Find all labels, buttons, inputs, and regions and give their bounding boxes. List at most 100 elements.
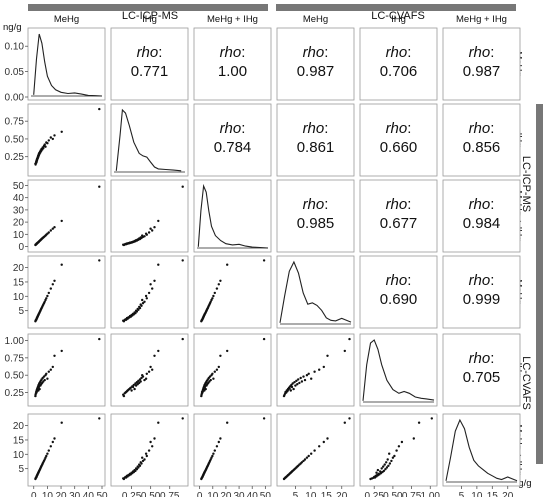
panel-frame <box>276 27 355 101</box>
rho-value-r0-c4: 0.706 <box>380 63 418 80</box>
scatter-point-34 <box>60 263 63 266</box>
scatter-point-23 <box>140 376 143 380</box>
panel-frame <box>110 103 189 177</box>
scatter-point-31 <box>151 287 154 290</box>
panel-r4-c4 <box>359 333 438 407</box>
scatter-point-33 <box>219 279 222 282</box>
x-tick-label-c3: 20 <box>336 491 348 497</box>
column-header-4: IHg <box>391 14 406 25</box>
scatter-point-25 <box>390 459 393 463</box>
scatter-point-12 <box>375 471 378 474</box>
panel-frame <box>110 179 189 253</box>
y-tick-label-r3: 10 <box>13 292 25 303</box>
scatter-point-13 <box>132 383 135 387</box>
rho-value-r2-c4: 0.677 <box>380 215 418 232</box>
scatter-point-29 <box>212 452 215 455</box>
density-curve-mehg-ihg <box>445 418 518 482</box>
x-tick-label-c2: 20 <box>220 491 232 497</box>
scatter-point-24 <box>300 380 304 383</box>
panel-frame <box>442 255 521 329</box>
scatter-point-32 <box>51 227 54 230</box>
scatter-point-35 <box>98 185 101 188</box>
scatter-point-34 <box>226 421 229 424</box>
scatter-point-34 <box>60 349 63 353</box>
scatter-point-24 <box>139 236 142 239</box>
column-header-0: MeHg <box>54 14 79 25</box>
scatter-point-31 <box>49 368 52 371</box>
rho-label: rho: <box>303 120 329 137</box>
rho-value-r2-c5: 0.984 <box>463 215 501 232</box>
x-tick-label-c0: 0 <box>31 491 37 497</box>
column-header-1: IHg <box>142 14 157 25</box>
x-tick-label-c2: 40 <box>247 491 259 497</box>
panel-frame <box>359 27 438 101</box>
panel-r1-c3: rho: 0.861 <box>276 103 355 177</box>
panel-frame <box>442 179 521 253</box>
group-strip-lc-icp-ms: LC-ICP-MS <box>28 4 268 22</box>
scatter-point-29 <box>46 142 49 145</box>
scatter-point-26 <box>209 300 212 303</box>
scatter-point-33 <box>153 354 156 357</box>
scatter-point-12 <box>130 389 133 392</box>
x-tick-label-c3: 15 <box>321 491 333 497</box>
scatter-point-29 <box>46 377 49 380</box>
x-tick-label-c5: 5 <box>459 491 465 497</box>
scatter-point-27 <box>141 456 144 459</box>
x-tick-label-c4: 0.75 <box>402 491 422 497</box>
scatter-point-33 <box>153 279 156 282</box>
scatter-point-10 <box>128 387 132 390</box>
y-tick-label-r2: 20 <box>13 218 25 229</box>
x-tick-label-c0: 40 <box>83 491 95 497</box>
scatter-point-33 <box>53 134 56 137</box>
scatter-point-18 <box>134 309 138 312</box>
scatter-point-24 <box>139 461 142 464</box>
panel-r5-c5 <box>442 413 521 487</box>
scatter-point-6 <box>125 390 129 393</box>
scatter-point-21 <box>387 464 390 467</box>
panel-r4-c2 <box>193 333 272 407</box>
x-tick-label-c0: 10 <box>42 491 54 497</box>
panel-r5-c0 <box>27 413 106 487</box>
rho-value-r3-c5: 0.999 <box>463 291 501 308</box>
scatter-point-32 <box>322 365 325 369</box>
x-tick-label-c2: 30 <box>234 491 246 497</box>
panel-r5-c4 <box>359 413 438 487</box>
scatter-point-34 <box>157 421 160 424</box>
scatter-point-27 <box>391 456 395 459</box>
scatter-point-29 <box>310 377 313 380</box>
scatter-point-34 <box>343 349 346 353</box>
scatter-point-24 <box>139 380 142 383</box>
unit-label-top: ng/g <box>3 22 22 33</box>
y-tick-label-r2: 50 <box>13 181 25 192</box>
scatter-point-22 <box>138 381 141 385</box>
scatter-point-26 <box>143 300 146 303</box>
y-tick-label-r5: 20 <box>13 421 25 432</box>
scatter-point-29 <box>212 377 215 380</box>
scatter-point-27 <box>141 374 144 377</box>
scatter-point-32 <box>149 283 152 286</box>
scatter-point-29 <box>46 452 49 455</box>
panel-frame <box>27 333 106 407</box>
scatter-point-35 <box>98 417 101 420</box>
scatter-point-14 <box>290 385 294 389</box>
group-label-lc-icp-ms-vertical: LC-ICP-MS <box>520 156 532 212</box>
scatter-point-14 <box>131 312 135 315</box>
y-tick-label-r3: 20 <box>13 263 25 274</box>
scatter-point-31 <box>151 445 154 448</box>
scatter-point-33 <box>219 354 222 357</box>
rho-label: rho: <box>469 350 495 367</box>
scatter-point-8 <box>127 388 130 391</box>
x-tick-label-c3: 5 <box>293 491 299 497</box>
scatter-point-16 <box>133 387 136 391</box>
unit-label-bottom: ng/g <box>513 478 532 489</box>
x-tick-label-c4: 0.50 <box>383 491 403 497</box>
scatter-point-32 <box>51 283 54 286</box>
panel-r3-c1 <box>110 255 189 329</box>
scatter-point-31 <box>318 368 321 371</box>
scatter-point-35 <box>181 417 184 420</box>
scatter-point-33 <box>412 437 415 440</box>
scatter-point-14 <box>131 470 135 473</box>
scatter-point-24 <box>42 147 45 150</box>
scatter-point-23 <box>299 376 302 380</box>
scatter-point-33 <box>326 354 329 357</box>
